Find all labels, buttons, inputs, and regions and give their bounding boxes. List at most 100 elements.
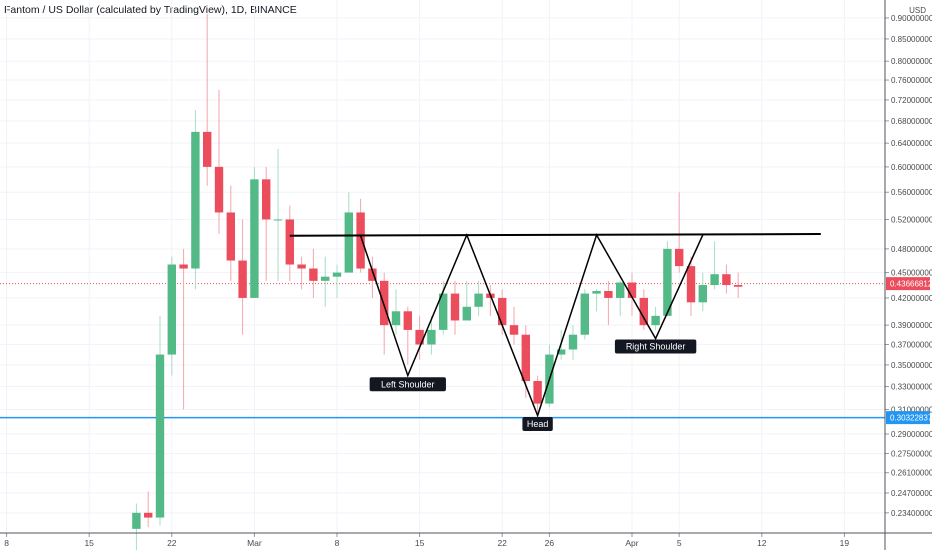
candle-body (439, 293, 448, 330)
y-tick-label: 0.72000000 (891, 96, 932, 105)
annotation-bg (369, 377, 446, 392)
x-tick-label: 8 (335, 538, 340, 548)
candle-down (639, 289, 648, 330)
annotation-text: Head (527, 419, 549, 429)
x-tick-label: Mar (247, 538, 262, 548)
candle-body (627, 282, 637, 298)
candle-body (509, 325, 519, 335)
candle-body (262, 179, 271, 220)
candle-body (734, 285, 743, 287)
head-and-shoulders-pattern: Left Shoulder Head Right Shoulder (289, 232, 821, 432)
candle-down (144, 491, 153, 528)
y-tick-label: 0.52000000 (891, 215, 932, 224)
candle-up (592, 289, 601, 312)
candle-down (498, 289, 507, 335)
candle-body (580, 293, 589, 335)
annotation-label: Left Shoulder (369, 377, 446, 392)
x-tick-label: 8 (4, 538, 9, 548)
support-price-tag-text: 0.30322837 (890, 414, 932, 423)
y-tick-label: 0.68000000 (891, 117, 932, 126)
candle-body (698, 285, 707, 303)
candle-up (250, 166, 259, 298)
candle-up (132, 503, 141, 550)
x-tick-label: 12 (757, 538, 767, 548)
candle-body (686, 266, 696, 303)
candle-body (568, 334, 578, 350)
candle-body (238, 260, 247, 298)
candle-body (285, 219, 294, 265)
candle-body (226, 212, 235, 261)
candle-body (498, 297, 507, 326)
candle-down (722, 264, 731, 294)
candle-body (722, 274, 731, 286)
y-tick-label: 0.27500000 (891, 450, 932, 459)
support-price-tag-bg (886, 411, 930, 425)
candle-down (179, 248, 188, 410)
y-tick-label: 0.37000000 (891, 340, 932, 349)
candle-down (403, 306, 412, 365)
candle-body (155, 354, 165, 518)
candle-body (273, 219, 283, 221)
candle-body (557, 349, 566, 355)
candle-up (474, 280, 483, 316)
pattern-zigzag (359, 232, 704, 418)
annotation-text: Right Shoulder (626, 342, 686, 352)
candle-body (663, 248, 672, 316)
candle-body (167, 264, 176, 355)
candle-body (144, 512, 153, 518)
y-tick-label: 0.48000000 (891, 245, 932, 254)
y-tick-label: 0.29000000 (891, 430, 932, 439)
candle-body (427, 329, 436, 345)
candle-up (332, 264, 342, 298)
candle-body (639, 297, 648, 326)
candle-body (450, 293, 460, 321)
y-tick-label: 0.90000000 (891, 14, 932, 23)
candle-up (580, 289, 589, 340)
x-tick-label: 15 (84, 538, 94, 548)
y-tick-label: 0.39000000 (891, 321, 932, 330)
candle-body (592, 290, 601, 294)
candle-body (368, 268, 377, 281)
candle-down (533, 375, 542, 416)
chart-title: Fantom / US Dollar (calculated by Tradin… (4, 4, 297, 16)
annotation-label: Head (522, 417, 553, 432)
candle-body (415, 329, 424, 345)
candle-down (380, 272, 389, 355)
y-tick-label: 0.42000000 (891, 294, 932, 303)
candle-body (191, 131, 200, 269)
candle-body (356, 212, 365, 269)
candle-down (604, 280, 613, 326)
candle-body (297, 264, 306, 269)
y-tick-label: 0.80000000 (891, 57, 932, 66)
candle-body (474, 293, 483, 307)
y-tick-label: 0.60000000 (891, 163, 932, 172)
y-tick-label: 0.23400000 (891, 509, 932, 518)
candle-body (309, 268, 318, 281)
neckline (289, 233, 821, 237)
y-tick-label: 0.76000000 (891, 76, 932, 85)
candle-down (368, 256, 377, 298)
candle-body (132, 512, 141, 529)
y-tick-label: 0.24700000 (891, 489, 932, 498)
candle-up (462, 280, 471, 321)
candle-up (616, 280, 625, 316)
candle-up (273, 148, 283, 281)
price-tags: 0.43666812 0.30322837 (886, 277, 932, 425)
candle-down (309, 248, 318, 298)
y-tick-label: 0.35000000 (891, 361, 932, 370)
candle-body (214, 166, 224, 213)
candle-down (415, 315, 424, 360)
candle-down (226, 185, 235, 281)
annotation-bg (522, 417, 553, 432)
last-price-tag-bg (886, 277, 930, 291)
candle-body (533, 381, 542, 404)
candle-body (380, 280, 389, 326)
candle-body (521, 334, 530, 382)
candle-body (616, 282, 625, 298)
candle-up (391, 289, 401, 335)
last-price-tag: 0.43666812 (886, 277, 932, 291)
y-tick-label: 0.33000000 (891, 383, 932, 392)
support-price-tag: 0.30322837 (886, 411, 932, 425)
